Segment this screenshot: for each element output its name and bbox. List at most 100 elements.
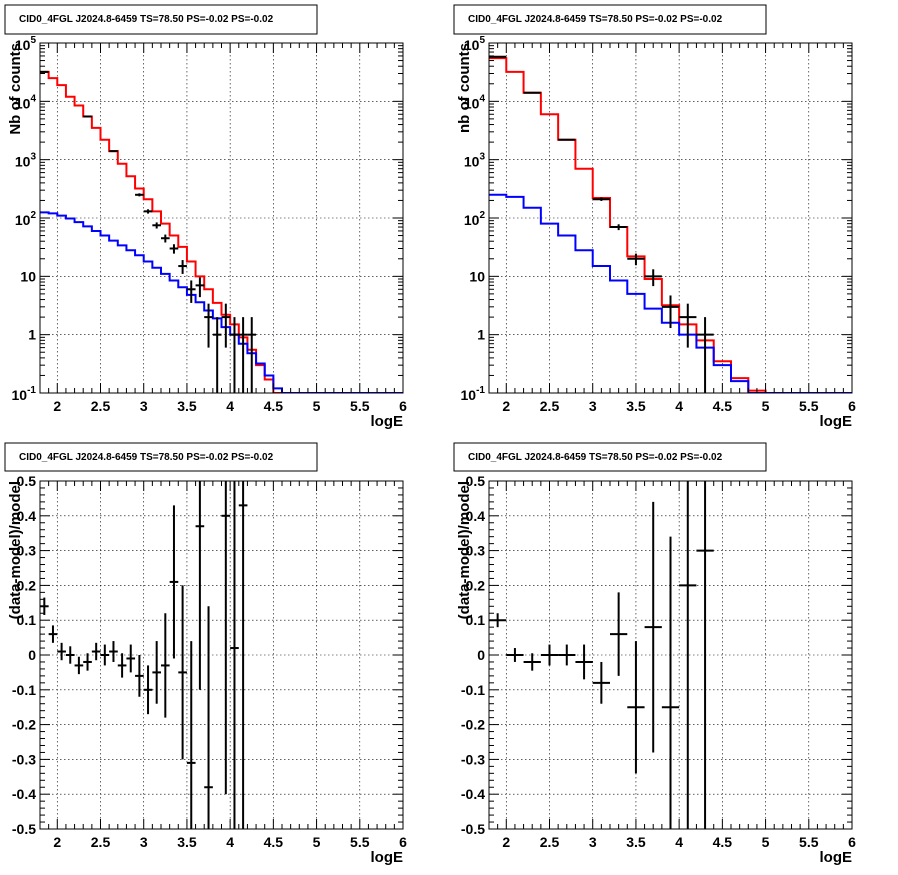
data-point xyxy=(161,613,170,718)
x-tick-label: 2 xyxy=(53,834,61,850)
x-tick-label: 5 xyxy=(313,834,321,850)
histogram-series-model-component xyxy=(40,211,403,393)
data-point xyxy=(644,501,662,753)
y-tick-label: -0.3 xyxy=(12,751,36,767)
y-tick-label: 0 xyxy=(28,647,36,663)
data-point xyxy=(627,253,645,266)
x-tick-label: 4 xyxy=(226,834,234,850)
x-tick-label: 4 xyxy=(675,398,683,414)
chart-panel-bottom-left: CID0_4FGL J2024.8-6459 TS=78.50 PS=-0.02… xyxy=(4,442,407,866)
y-tick-label: -0.5 xyxy=(461,821,485,837)
y-tick-label: -0.2 xyxy=(461,717,485,733)
y-axis-title: (data-model)/model xyxy=(456,481,473,619)
data-point xyxy=(169,505,179,659)
y-tick-label: 105 xyxy=(464,35,486,53)
panel-title: CID0_4FGL J2024.8-6459 TS=78.50 PS=-0.02… xyxy=(468,452,723,463)
data-point xyxy=(558,644,576,666)
data-point xyxy=(230,481,239,829)
chart-panel-top-right: CID0_4FGL J2024.8-6459 TS=78.50 PS=-0.02… xyxy=(453,4,856,430)
x-tick-label: 3 xyxy=(140,398,148,414)
data-point xyxy=(221,303,231,348)
data-point xyxy=(135,193,144,197)
chart-panel-bottom-right: CID0_4FGL J2024.8-6459 TS=78.50 PS=-0.02… xyxy=(453,442,856,866)
data-point xyxy=(627,641,645,774)
data-point xyxy=(48,625,58,643)
y-tick-label: -0.5 xyxy=(12,821,36,837)
data-point xyxy=(696,481,714,829)
x-tick-label: 2.5 xyxy=(91,834,111,850)
data-point xyxy=(592,197,610,201)
y-tick-label: 10 xyxy=(469,268,485,284)
plot-area xyxy=(40,70,403,393)
x-tick-label: 2 xyxy=(53,398,61,414)
data-point xyxy=(230,317,239,393)
data-point xyxy=(238,317,248,393)
y-tick-label: 0.5 xyxy=(466,473,486,489)
data-point xyxy=(57,642,66,661)
x-tick-label: 4.5 xyxy=(264,834,284,850)
y-tick-label: 104 xyxy=(15,93,37,111)
y-tick-label: -0.3 xyxy=(461,751,485,767)
data-point xyxy=(558,138,576,141)
histogram-series-model-component xyxy=(489,193,852,393)
data-point xyxy=(204,303,213,348)
data-point xyxy=(161,234,170,243)
data-point xyxy=(178,585,187,760)
y-tick-label: -0.1 xyxy=(461,682,485,698)
x-tick-label: 3.5 xyxy=(177,834,197,850)
y-tick-label: 105 xyxy=(15,35,37,53)
x-tick-label: 3 xyxy=(140,834,148,850)
y-tick-label: 0.4 xyxy=(17,508,37,524)
x-tick-label: 6 xyxy=(848,398,856,414)
plot-area xyxy=(40,481,248,829)
y-tick-label: 10-1 xyxy=(12,385,37,403)
x-tick-label: 2.5 xyxy=(540,398,560,414)
data-point xyxy=(109,641,118,662)
panel-title: CID0_4FGL J2024.8-6459 TS=78.50 PS=-0.02… xyxy=(19,452,274,463)
title-frame xyxy=(453,4,767,35)
x-tick-label: 5.5 xyxy=(350,834,370,850)
data-point xyxy=(117,653,127,678)
y-tick-label: 0 xyxy=(477,647,485,663)
panel-title-box: CID0_4FGL J2024.8-6459 TS=78.50 PS=-0.02… xyxy=(453,4,767,35)
x-axis-title: logE xyxy=(820,413,853,430)
x-tick-label: 3.5 xyxy=(177,398,197,414)
y-axis-title: Nb of counts xyxy=(7,43,24,135)
y-tick-label: 10-1 xyxy=(461,385,486,403)
data-point xyxy=(74,656,84,675)
y-tick-label: 0.2 xyxy=(17,577,37,593)
data-point xyxy=(100,644,110,666)
y-tick-label: 1 xyxy=(477,327,485,343)
title-frame xyxy=(453,442,767,472)
y-tick-label: 10 xyxy=(20,268,36,284)
x-tick-label: 6 xyxy=(399,398,407,414)
x-tick-label: 6 xyxy=(848,834,856,850)
x-tick-label: 2 xyxy=(502,398,510,414)
y-tick-label: -0.4 xyxy=(12,786,36,802)
data-point xyxy=(65,646,75,664)
y-tick-label: 0.5 xyxy=(17,473,37,489)
data-point xyxy=(696,317,714,393)
y-tick-label: -0.4 xyxy=(461,786,485,802)
x-tick-label: 4.5 xyxy=(713,834,733,850)
x-tick-label: 5.5 xyxy=(799,834,819,850)
data-point xyxy=(540,644,559,666)
panel-title-box: CID0_4FGL J2024.8-6459 TS=78.50 PS=-0.02… xyxy=(4,442,318,472)
data-point xyxy=(221,481,231,795)
data-point xyxy=(195,481,205,690)
data-point xyxy=(679,481,697,829)
x-tick-label: 3.5 xyxy=(626,398,646,414)
data-point xyxy=(178,260,187,274)
x-tick-label: 3 xyxy=(589,398,597,414)
y-tick-label: 1 xyxy=(28,327,36,343)
y-tick-label: 103 xyxy=(15,152,37,170)
x-tick-label: 2.5 xyxy=(91,398,111,414)
data-point xyxy=(506,648,524,662)
x-tick-label: 4 xyxy=(226,398,234,414)
x-tick-label: 3.5 xyxy=(626,834,646,850)
data-point xyxy=(109,150,118,153)
data-point xyxy=(83,653,92,671)
data-point xyxy=(169,244,179,254)
x-tick-label: 2 xyxy=(502,834,510,850)
panel-title-box: CID0_4FGL J2024.8-6459 TS=78.50 PS=-0.02… xyxy=(453,442,767,472)
